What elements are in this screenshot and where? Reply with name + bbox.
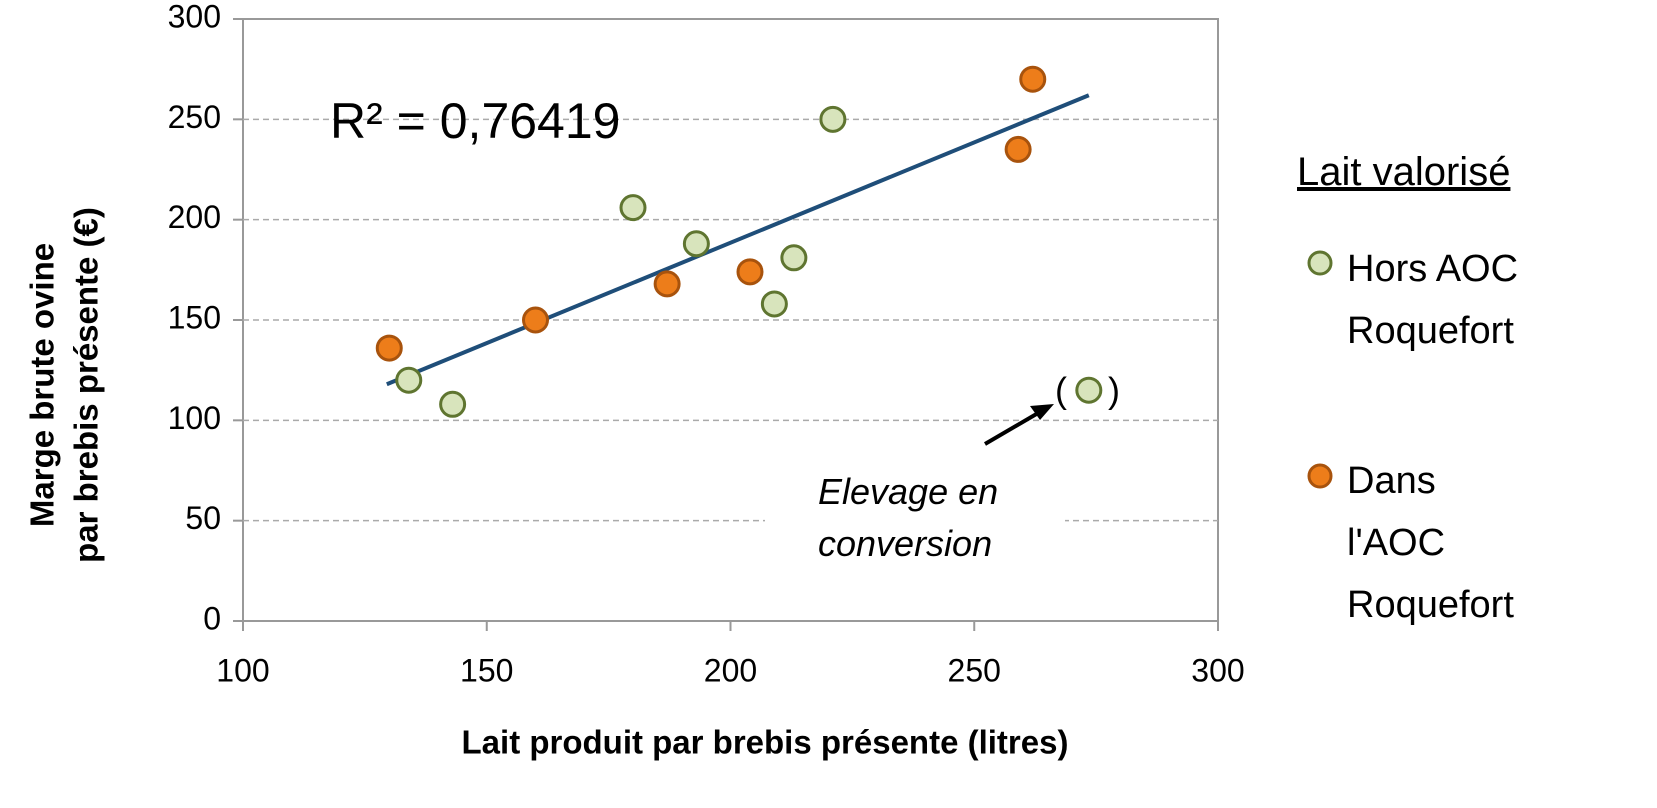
legend-marker xyxy=(1307,250,1333,276)
y-tick-label: 0 xyxy=(203,600,221,636)
point xyxy=(439,390,467,418)
point xyxy=(1075,376,1103,404)
y-axis-title: par brebis présente (€) xyxy=(68,207,105,563)
x-tick-label: 250 xyxy=(948,652,1001,688)
point xyxy=(619,194,647,222)
paren-open: ( xyxy=(1055,370,1067,411)
point xyxy=(682,230,710,258)
annotation: Elevage en conversion xyxy=(818,471,999,564)
legend-title: Lait valorisé xyxy=(1297,150,1511,194)
x-tick-label: 150 xyxy=(460,652,513,688)
point xyxy=(375,334,403,362)
point xyxy=(522,306,549,334)
arrow xyxy=(983,407,1047,446)
legend-label: Hors AOC Roquefort xyxy=(1347,248,1519,352)
trendline xyxy=(386,93,1090,387)
point xyxy=(1019,65,1047,93)
y-tick-label: 250 xyxy=(168,99,221,135)
legend-marker xyxy=(1307,463,1333,489)
y-tick-label: 200 xyxy=(168,199,221,235)
point xyxy=(819,105,847,133)
y-tick-label: 50 xyxy=(185,500,221,536)
x-axis-title: Lait produit par brebis présente (litres… xyxy=(462,724,1069,761)
point xyxy=(780,244,808,272)
x-tick-label: 100 xyxy=(216,652,269,688)
point xyxy=(760,290,788,318)
point xyxy=(653,270,681,298)
annotation-bg xyxy=(765,460,1065,570)
point xyxy=(1004,135,1032,163)
legend-label: Dans l'AOC Roquefort xyxy=(1347,460,1514,626)
r-squared: R² = 0,76419 xyxy=(330,93,620,149)
point xyxy=(395,366,423,394)
arrow-head xyxy=(1030,404,1054,420)
y-tick-label: 300 xyxy=(168,0,221,34)
paren-close: ) xyxy=(1108,370,1120,411)
y-tick-label: 150 xyxy=(168,299,221,335)
x-tick-label: 300 xyxy=(1191,652,1244,688)
x-tick-label: 200 xyxy=(704,652,757,688)
y-tick-label: 100 xyxy=(168,400,221,436)
y-axis-title: Marge brute ovine xyxy=(24,243,61,527)
point xyxy=(736,258,764,286)
